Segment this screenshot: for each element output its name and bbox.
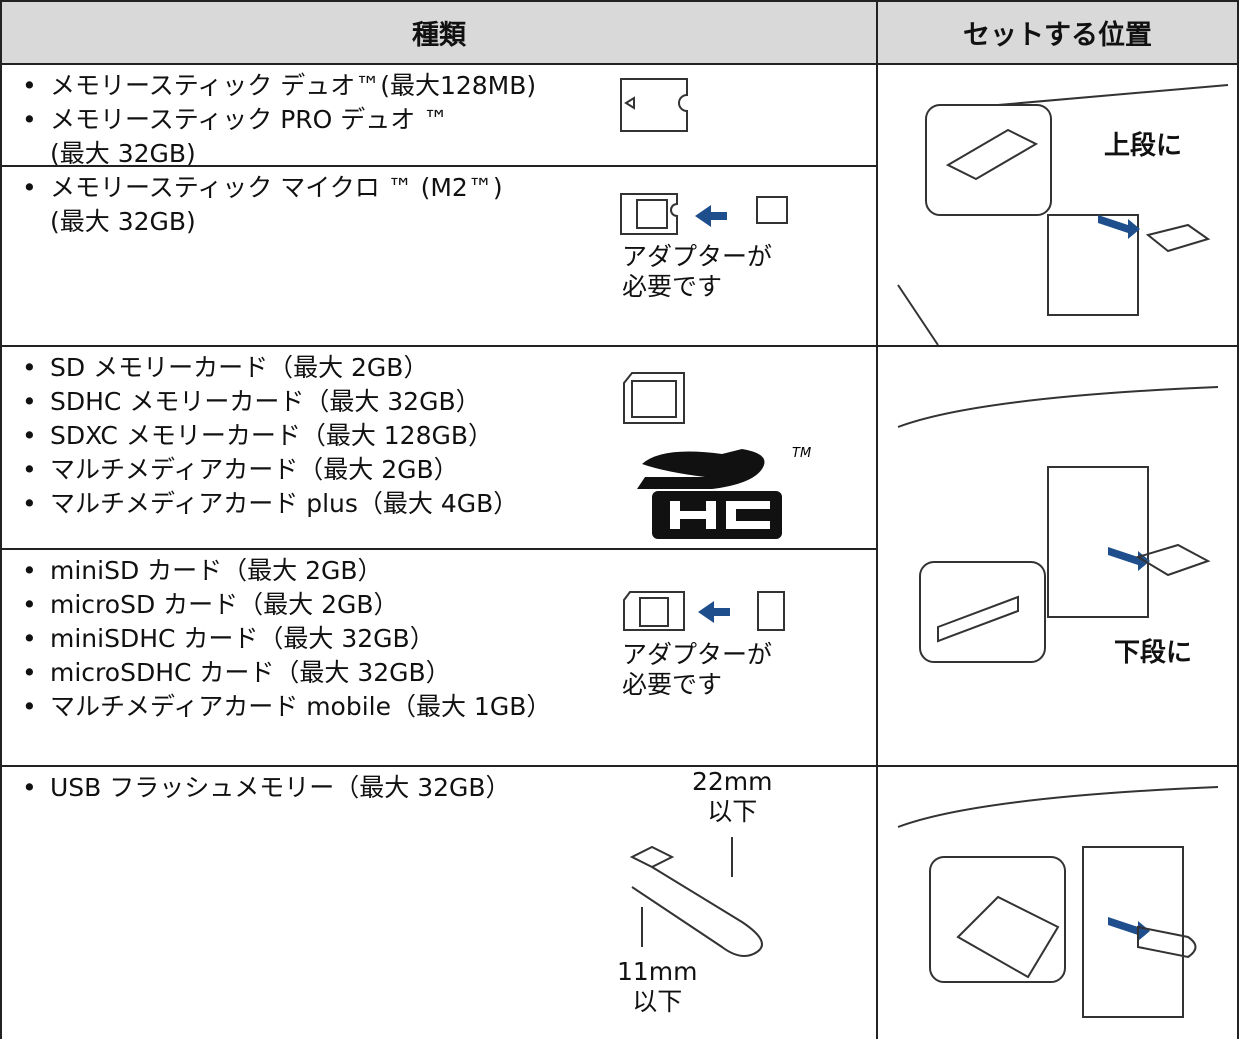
usb-drawing (629, 837, 763, 957)
position-cell: 下段に (876, 345, 1239, 765)
item: microSD カード（最大 2GB） (20, 588, 551, 622)
item: USB フラッシュメモリー（最大 32GB） (20, 771, 511, 805)
thickness-label: 11mm 以下 (617, 957, 698, 1016)
item: マルチメディアカード（最大 2GB） (20, 453, 518, 487)
sd-logo-tm: TM (792, 446, 811, 461)
position-cell (876, 765, 1239, 1039)
item: メモリースティック デュオ™(最大128MB) (20, 69, 536, 103)
item: miniSDHC カード（最大 32GB） (20, 622, 551, 656)
card-icon (620, 193, 788, 235)
item: メモリースティック マイクロ ™ (M2™) (最大 32GB) (20, 171, 503, 239)
adapter-note: アダプターが 必要です (622, 242, 773, 301)
item: マルチメディアカード plus（最大 4GB） (20, 487, 518, 521)
row: miniSD カード（最大 2GB）microSD カード（最大 2GB）min… (0, 548, 876, 765)
width-label: 22mm 以下 (692, 767, 773, 826)
row: USB フラッシュメモリー（最大 32GB） 22mm 以下 11mm 以下 (0, 765, 876, 1039)
header-position: セットする位置 (876, 0, 1239, 63)
item-list: メモリースティック マイクロ ™ (M2™) (最大 32GB) (20, 171, 503, 239)
card-icon (623, 591, 785, 631)
row: メモリースティック デュオ™(最大128MB)メモリースティック PRO デュオ… (0, 63, 876, 168)
header-type: 種類 (0, 0, 876, 63)
position-cell: 上段に (876, 63, 1239, 346)
upper-label: 上段に (1104, 131, 1183, 161)
row: SD メモリーカード（最大 2GB）SDHC メモリーカード（最大 32GB）S… (0, 345, 876, 548)
item: SDXC メモリーカード（最大 128GB） (20, 419, 518, 453)
item: miniSD カード（最大 2GB） (20, 554, 551, 588)
row: メモリースティック マイクロ ™ (M2™) (最大 32GB) アダプターが … (0, 165, 876, 345)
item: SDHC メモリーカード（最大 32GB） (20, 385, 518, 419)
item: SD メモリーカード（最大 2GB） (20, 351, 518, 385)
sd-icons: TM (623, 372, 811, 539)
card-icon (620, 78, 688, 132)
item: メモリースティック PRO デュオ ™ (最大 32GB) (20, 103, 536, 171)
item-list: USB フラッシュメモリー（最大 32GB） (20, 771, 511, 805)
item-list: メモリースティック デュオ™(最大128MB)メモリースティック PRO デュオ… (20, 69, 536, 171)
slot-drawing (897, 84, 1229, 346)
usb-slot-drawing (897, 786, 1219, 1018)
adapter-note: アダプターが 必要です (622, 640, 773, 699)
item-list: SD メモリーカード（最大 2GB）SDHC メモリーカード（最大 32GB）S… (20, 351, 518, 521)
slot-drawing (897, 386, 1219, 663)
item: microSDHC カード（最大 32GB） (20, 656, 551, 690)
item: マルチメディアカード mobile（最大 1GB） (20, 690, 551, 724)
item-list: miniSD カード（最大 2GB）microSD カード（最大 2GB）min… (20, 554, 551, 724)
lower-label: 下段に (1114, 638, 1193, 668)
